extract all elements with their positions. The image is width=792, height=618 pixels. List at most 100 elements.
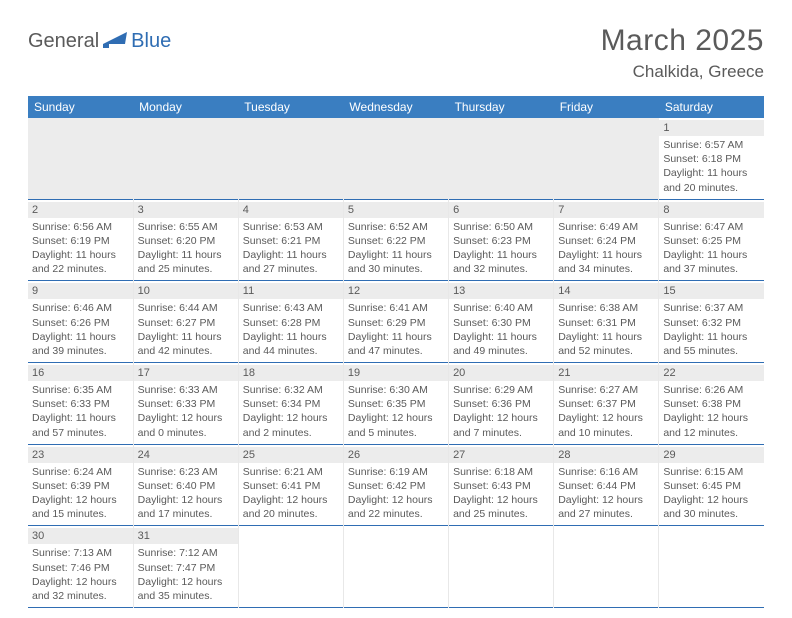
sunrise-text: Sunrise: 6:43 AM: [243, 301, 339, 315]
day-info: Sunrise: 6:55 AMSunset: 6:20 PMDaylight:…: [138, 220, 234, 277]
sunset-text: Sunset: 7:47 PM: [138, 561, 234, 575]
day-info: Sunrise: 6:29 AMSunset: 6:36 PMDaylight:…: [453, 383, 549, 440]
daylight-text: Daylight: 12 hours and 7 minutes.: [453, 411, 549, 439]
calendar-cell: 11Sunrise: 6:43 AMSunset: 6:28 PMDayligh…: [238, 281, 343, 363]
day-number: 13: [449, 283, 553, 299]
day-info: Sunrise: 6:21 AMSunset: 6:41 PMDaylight:…: [243, 465, 339, 522]
daylight-text: Daylight: 12 hours and 35 minutes.: [138, 575, 234, 603]
calendar-cell: 9 Sunrise: 6:46 AMSunset: 6:26 PMDaylight…: [28, 281, 133, 363]
sunset-text: Sunset: 6:34 PM: [243, 397, 339, 411]
day-info: Sunrise: 6:38 AMSunset: 6:31 PMDaylight:…: [558, 301, 654, 358]
sunrise-text: Sunrise: 6:23 AM: [138, 465, 234, 479]
sunrise-text: Sunrise: 6:30 AM: [348, 383, 444, 397]
calendar-cell: 28Sunrise: 6:16 AMSunset: 6:44 PMDayligh…: [554, 444, 659, 526]
day-number: 5: [344, 202, 448, 218]
sunrise-text: Sunrise: 6:41 AM: [348, 301, 444, 315]
day-number: 10: [134, 283, 238, 299]
calendar-cell: 22Sunrise: 6:26 AMSunset: 6:38 PMDayligh…: [659, 363, 764, 445]
calendar-cell: [449, 118, 554, 199]
daylight-text: Daylight: 12 hours and 25 minutes.: [453, 493, 549, 521]
day-number: 31: [134, 528, 238, 544]
calendar-cell: 16 Sunrise: 6:35 AMSunset: 6:33 PMDayligh…: [28, 363, 133, 445]
sunrise-text: Sunrise: 6:15 AM: [663, 465, 760, 479]
sunset-text: Sunset: 6:41 PM: [243, 479, 339, 493]
sunrise-text: Sunrise: 6:46 AM: [32, 301, 129, 315]
sunset-text: Sunset: 6:26 PM: [32, 316, 129, 330]
sunrise-text: Sunrise: 7:13 AM: [32, 546, 129, 560]
sunset-text: Sunset: 6:25 PM: [663, 234, 760, 248]
sunrise-text: Sunrise: 6:32 AM: [243, 383, 339, 397]
day-info: Sunrise: 7:12 AMSunset: 7:47 PMDaylight:…: [138, 546, 234, 603]
daylight-text: Daylight: 11 hours and 49 minutes.: [453, 330, 549, 358]
daylight-text: Daylight: 12 hours and 0 minutes.: [138, 411, 234, 439]
day-info: Sunrise: 6:35 AMSunset: 6:33 PMDaylight:…: [32, 383, 129, 440]
sunset-text: Sunset: 6:31 PM: [558, 316, 654, 330]
calendar-cell: [133, 118, 238, 199]
daylight-text: Daylight: 12 hours and 30 minutes.: [663, 493, 760, 521]
sunset-text: Sunset: 6:29 PM: [348, 316, 444, 330]
calendar-cell: 12Sunrise: 6:41 AMSunset: 6:29 PMDayligh…: [343, 281, 448, 363]
day-info: Sunrise: 6:40 AMSunset: 6:30 PMDaylight:…: [453, 301, 549, 358]
day-info: Sunrise: 6:24 AMSunset: 6:39 PMDaylight:…: [32, 465, 129, 522]
daylight-text: Daylight: 11 hours and 25 minutes.: [138, 248, 234, 276]
weekday-header: Wednesday: [343, 96, 448, 118]
calendar-cell: 14Sunrise: 6:38 AMSunset: 6:31 PMDayligh…: [554, 281, 659, 363]
calendar-cell: [343, 526, 448, 608]
calendar-cell: 20Sunrise: 6:29 AMSunset: 6:36 PMDayligh…: [449, 363, 554, 445]
day-number: 25: [239, 447, 343, 463]
daylight-text: Daylight: 12 hours and 22 minutes.: [348, 493, 444, 521]
calendar-cell: [343, 118, 448, 199]
calendar-cell: 31 Sunrise: 7:12 AMSunset: 7:47 PMDayligh…: [133, 526, 238, 608]
calendar-row: 16 Sunrise: 6:35 AMSunset: 6:33 PMDayligh…: [28, 363, 764, 445]
calendar-table: Sunday Monday Tuesday Wednesday Thursday…: [28, 96, 764, 608]
calendar-cell: 13 Sunrise: 6:40 AMSunset: 6:30 PMDayligh…: [449, 281, 554, 363]
title-block: March 2025 Chalkida, Greece: [601, 24, 764, 82]
day-info: Sunrise: 6:23 AMSunset: 6:40 PMDaylight:…: [138, 465, 234, 522]
sunset-text: Sunset: 6:45 PM: [663, 479, 760, 493]
day-number: 29: [659, 447, 764, 463]
calendar-cell: [238, 526, 343, 608]
sunset-text: Sunset: 6:19 PM: [32, 234, 129, 248]
weekday-header: Tuesday: [238, 96, 343, 118]
day-number: 15: [659, 283, 764, 299]
calendar-cell: 18Sunrise: 6:32 AMSunset: 6:34 PMDayligh…: [238, 363, 343, 445]
calendar-cell: 25 Sunrise: 6:21 AMSunset: 6:41 PMDayligh…: [238, 444, 343, 526]
sunset-text: Sunset: 6:33 PM: [138, 397, 234, 411]
day-info: Sunrise: 6:27 AMSunset: 6:37 PMDaylight:…: [558, 383, 654, 440]
sunrise-text: Sunrise: 7:12 AM: [138, 546, 234, 560]
weekday-header: Saturday: [659, 96, 764, 118]
day-info: Sunrise: 6:37 AMSunset: 6:32 PMDaylight:…: [663, 301, 760, 358]
day-number: 8: [659, 202, 764, 218]
daylight-text: Daylight: 11 hours and 39 minutes.: [32, 330, 129, 358]
daylight-text: Daylight: 11 hours and 34 minutes.: [558, 248, 654, 276]
calendar-row: 30Sunrise: 7:13 AMSunset: 7:46 PMDayligh…: [28, 526, 764, 608]
day-number: 16: [28, 365, 133, 381]
calendar-cell: [449, 526, 554, 608]
day-number: 12: [344, 283, 448, 299]
day-info: Sunrise: 6:53 AMSunset: 6:21 PMDaylight:…: [243, 220, 339, 277]
daylight-text: Daylight: 11 hours and 20 minutes.: [663, 166, 760, 194]
sunrise-text: Sunrise: 6:19 AM: [348, 465, 444, 479]
day-number: 4: [239, 202, 343, 218]
day-info: Sunrise: 6:15 AMSunset: 6:45 PMDaylight:…: [663, 465, 760, 522]
daylight-text: Daylight: 12 hours and 32 minutes.: [32, 575, 129, 603]
sunset-text: Sunset: 6:24 PM: [558, 234, 654, 248]
day-info: Sunrise: 6:18 AMSunset: 6:43 PMDaylight:…: [453, 465, 549, 522]
sunset-text: Sunset: 6:18 PM: [663, 152, 760, 166]
calendar-cell: 27Sunrise: 6:18 AMSunset: 6:43 PMDayligh…: [449, 444, 554, 526]
header: General Blue March 2025 Chalkida, Greece: [28, 24, 764, 82]
calendar-cell: [659, 526, 764, 608]
sunrise-text: Sunrise: 6:21 AM: [243, 465, 339, 479]
sunrise-text: Sunrise: 6:47 AM: [663, 220, 760, 234]
calendar-cell: 5Sunrise: 6:52 AMSunset: 6:22 PMDaylight…: [343, 199, 448, 281]
sunrise-text: Sunrise: 6:50 AM: [453, 220, 549, 234]
calendar-cell: 2Sunrise: 6:56 AMSunset: 6:19 PMDaylight…: [28, 199, 133, 281]
day-number: 18: [239, 365, 343, 381]
sunset-text: Sunset: 6:27 PM: [138, 316, 234, 330]
sunset-text: Sunset: 6:43 PM: [453, 479, 549, 493]
sunset-text: Sunset: 6:44 PM: [558, 479, 654, 493]
day-number: 9: [28, 283, 133, 299]
day-info: Sunrise: 6:26 AMSunset: 6:38 PMDaylight:…: [663, 383, 760, 440]
calendar-cell: 10Sunrise: 6:44 AMSunset: 6:27 PMDayligh…: [133, 281, 238, 363]
sunrise-text: Sunrise: 6:27 AM: [558, 383, 654, 397]
